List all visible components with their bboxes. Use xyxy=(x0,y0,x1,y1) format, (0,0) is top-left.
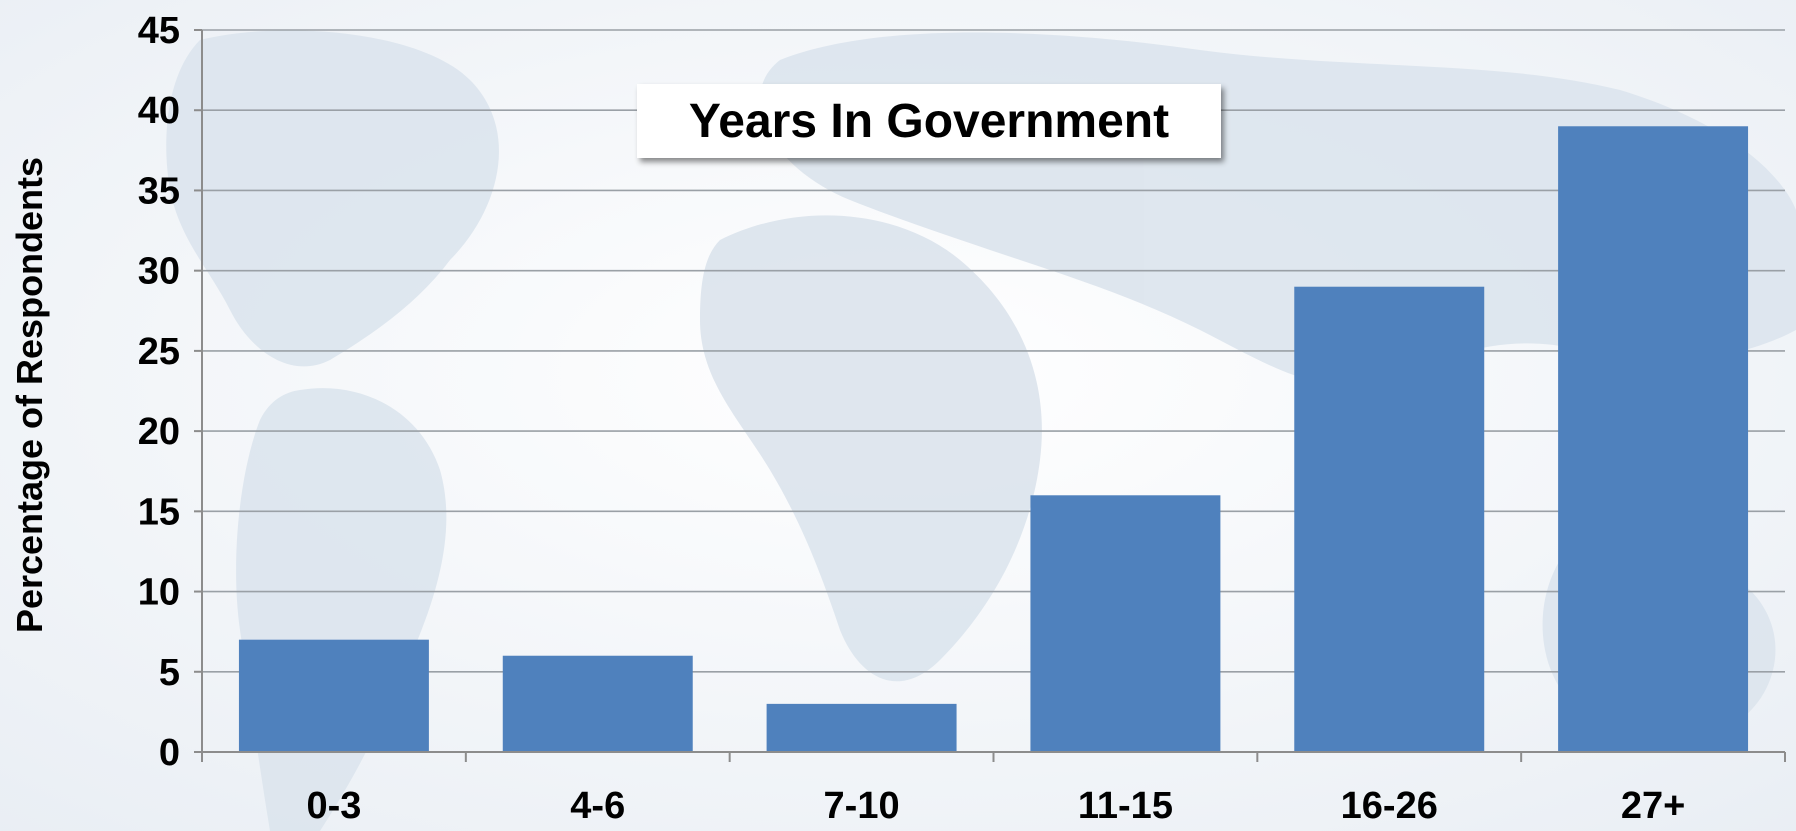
bar-16-26 xyxy=(1294,286,1485,752)
y-tick-label: 35 xyxy=(138,170,180,212)
y-tick-label: 0 xyxy=(159,732,180,774)
y-tick-label: 20 xyxy=(138,411,180,453)
bar-7-10 xyxy=(766,703,957,752)
y-tick-label: 45 xyxy=(138,10,180,52)
x-tick-label: 0-3 xyxy=(306,785,361,827)
chart-title-box: Years In Government xyxy=(637,84,1221,158)
x-tick-label: 4-6 xyxy=(570,785,625,827)
bar-4-6 xyxy=(502,655,693,752)
y-tick-label: 30 xyxy=(138,251,180,293)
y-tick-label: 10 xyxy=(138,572,180,614)
x-tick-label: 7-10 xyxy=(824,785,900,827)
y-tick-label: 5 xyxy=(159,652,180,694)
x-tick-label: 11-15 xyxy=(1078,785,1173,827)
x-tick-label: 27+ xyxy=(1621,785,1685,827)
x-tick-labels: 0-3 4-6 7-10 11-15 16-26 27+ xyxy=(306,785,1685,827)
y-tick-labels: 0 5 10 15 20 25 30 35 40 45 xyxy=(138,10,180,774)
chart-title: Years In Government xyxy=(689,95,1169,148)
y-tick-label: 25 xyxy=(138,331,180,373)
gridlines xyxy=(202,29,1785,673)
bars xyxy=(238,126,1749,753)
y-tick-label: 15 xyxy=(138,491,180,533)
bar-27+ xyxy=(1558,126,1749,753)
chart-title-background xyxy=(637,84,1221,158)
y-axis-title: Percentage of Respondents xyxy=(9,157,50,633)
y-tick-label: 40 xyxy=(138,90,180,132)
x-tick-label: 16-26 xyxy=(1341,785,1438,827)
bar-11-15 xyxy=(1030,495,1221,752)
bar-0-3 xyxy=(238,639,429,752)
axes xyxy=(194,29,1786,762)
